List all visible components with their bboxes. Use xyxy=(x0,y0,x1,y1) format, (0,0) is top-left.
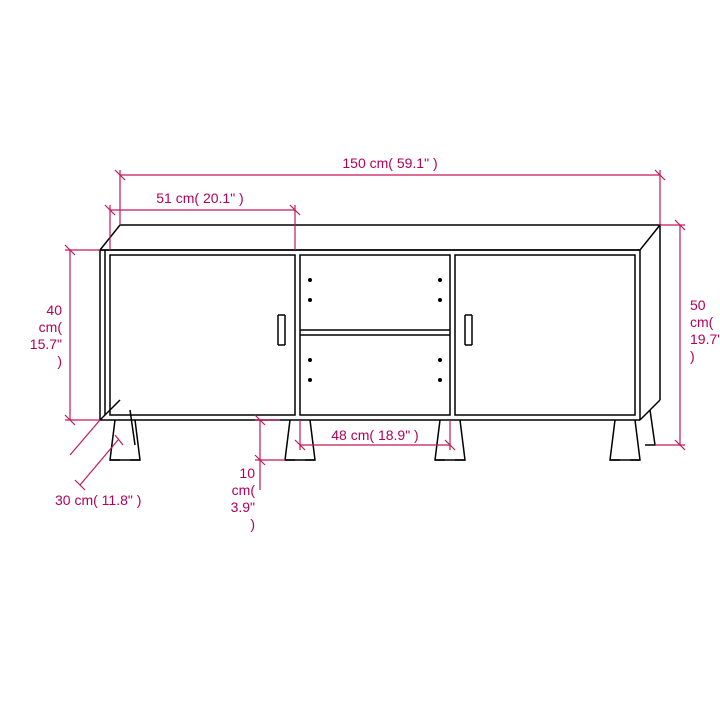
cabinet-body xyxy=(100,225,660,460)
svg-text:19.7": 19.7" xyxy=(690,331,720,347)
svg-text:): ) xyxy=(690,348,695,364)
dim-width-total: 150 cm( 59.1" ) xyxy=(342,155,437,171)
svg-text:): ) xyxy=(250,516,255,532)
svg-text:3.9": 3.9" xyxy=(231,499,255,515)
dim-door-width: 51 cm( 20.1" ) xyxy=(156,190,243,206)
svg-text:15.7": 15.7" xyxy=(30,336,62,352)
svg-text:cm(: cm( xyxy=(690,314,714,330)
dim-depth: 30 cm( 11.8" ) xyxy=(55,492,141,508)
dimension-diagram: 150 cm( 59.1" ) 51 cm( 20.1" ) 40 cm( 15… xyxy=(0,0,720,720)
svg-text:cm(: cm( xyxy=(39,319,63,335)
dimension-annotations: 150 cm( 59.1" ) 51 cm( 20.1" ) 40 cm( 15… xyxy=(30,155,720,532)
svg-text:cm(: cm( xyxy=(232,482,256,498)
svg-text:50: 50 xyxy=(690,297,706,313)
dim-height-left-cm: 40 xyxy=(46,302,62,318)
svg-text:): ) xyxy=(57,353,62,369)
svg-text:10: 10 xyxy=(239,465,255,481)
dim-shelf-width: 48 cm( 18.9" ) xyxy=(331,427,418,443)
diagram-svg: 150 cm( 59.1" ) 51 cm( 20.1" ) 40 cm( 15… xyxy=(0,0,720,720)
